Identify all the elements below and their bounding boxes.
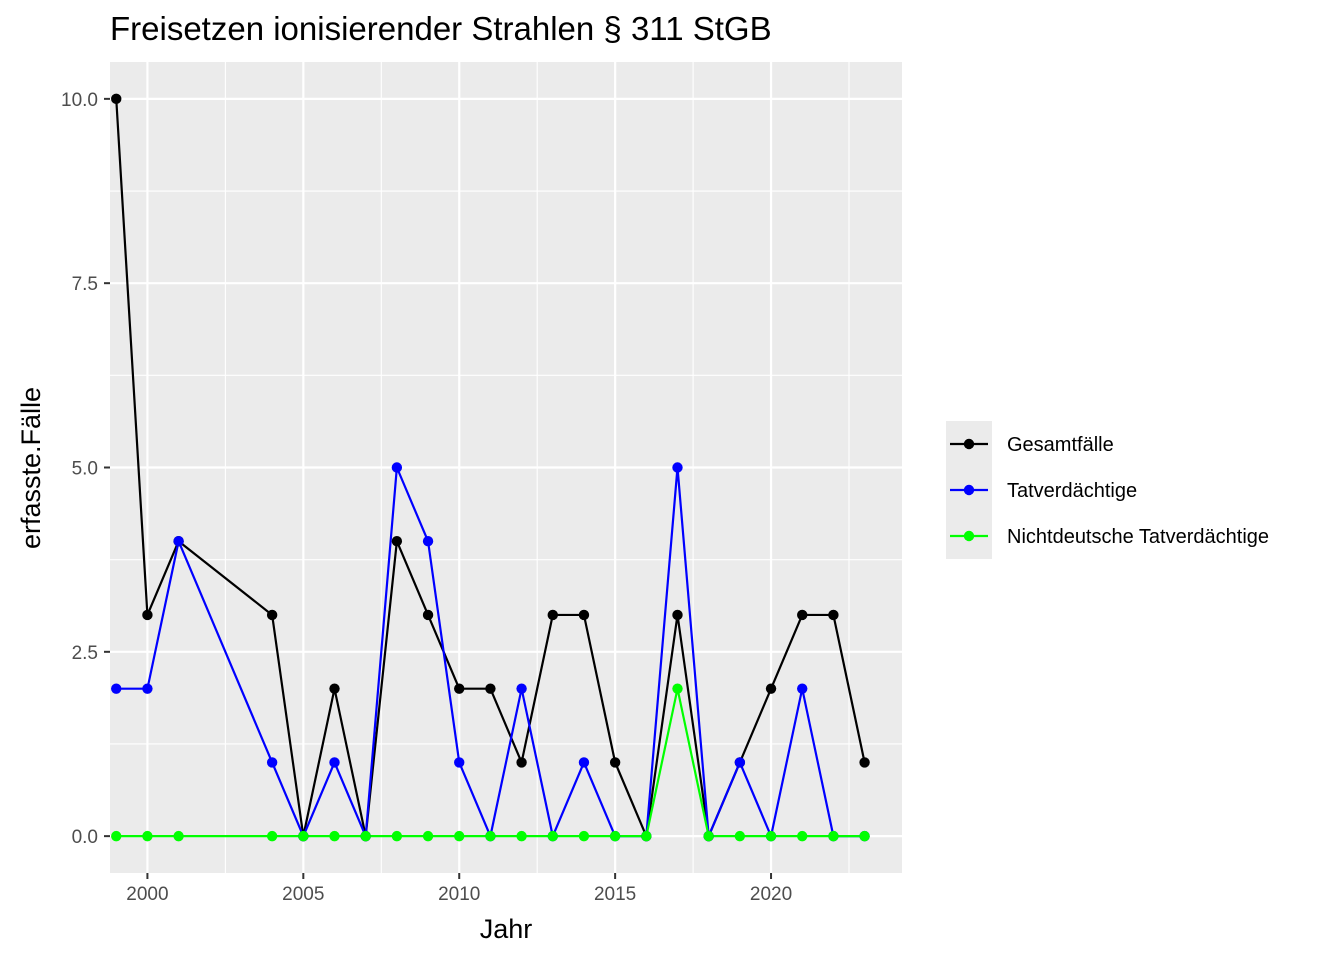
data-point bbox=[703, 830, 714, 842]
data-point bbox=[422, 609, 434, 621]
data-point bbox=[797, 683, 808, 694]
data-point bbox=[765, 683, 777, 694]
data-point bbox=[266, 757, 278, 768]
x-tick-label: 2020 bbox=[750, 884, 792, 905]
data-point bbox=[578, 830, 590, 842]
data-point bbox=[797, 609, 808, 621]
data-point bbox=[329, 830, 340, 842]
x-tick-label: 2005 bbox=[282, 884, 324, 905]
data-point bbox=[828, 609, 839, 621]
data-point bbox=[672, 609, 683, 621]
data-point bbox=[391, 462, 403, 473]
data-point bbox=[173, 830, 184, 842]
data-point bbox=[360, 830, 371, 842]
chart-title: Freisetzen ionisierender Strahlen § 311 … bbox=[110, 10, 772, 47]
data-point bbox=[516, 757, 527, 768]
data-point bbox=[516, 830, 527, 842]
data-point bbox=[609, 757, 621, 768]
data-point bbox=[329, 683, 340, 694]
data-point bbox=[765, 830, 777, 842]
data-point bbox=[516, 683, 527, 694]
x-tick-label: 2000 bbox=[126, 884, 168, 905]
data-point bbox=[672, 683, 683, 694]
data-point bbox=[859, 757, 870, 768]
data-point bbox=[298, 830, 309, 842]
y-tick-label: 5.0 bbox=[72, 459, 98, 480]
data-point bbox=[422, 536, 434, 547]
legend-label: Gesamtfälle bbox=[1007, 434, 1114, 456]
x-axis: 2000 2005 2010 2015 2020 bbox=[126, 873, 792, 905]
x-tick-label: 2010 bbox=[438, 884, 480, 905]
data-point bbox=[734, 830, 746, 842]
data-point bbox=[609, 830, 621, 842]
legend-key-point bbox=[963, 530, 975, 542]
y-axis-title: erfasste.Fälle bbox=[16, 387, 46, 549]
legend-label: Nichtdeutsche Tatverdächtige bbox=[1007, 526, 1269, 548]
data-point bbox=[734, 757, 746, 768]
data-point bbox=[485, 683, 496, 694]
y-tick-label: 0.0 bbox=[72, 827, 98, 848]
y-axis: 0.0 2.5 5.0 7.5 10.0 bbox=[61, 90, 110, 848]
data-point bbox=[859, 830, 870, 842]
data-point bbox=[454, 830, 465, 842]
data-point bbox=[485, 830, 496, 842]
data-point bbox=[547, 609, 558, 621]
data-point bbox=[142, 609, 153, 621]
data-point bbox=[111, 93, 122, 105]
data-point bbox=[173, 536, 184, 547]
data-point bbox=[454, 683, 465, 694]
data-point bbox=[828, 830, 839, 842]
data-point bbox=[672, 462, 683, 473]
series-layer bbox=[111, 93, 870, 842]
legend-label: Tatverdächtige bbox=[1007, 480, 1137, 502]
data-point bbox=[266, 609, 278, 621]
data-point bbox=[454, 757, 465, 768]
data-point bbox=[422, 830, 434, 842]
y-tick-label: 10.0 bbox=[61, 90, 98, 111]
data-point bbox=[797, 830, 808, 842]
legend-key-point bbox=[963, 438, 975, 450]
legend: Gesamtfälle Tatverdächtige Nichtdeutsche T… bbox=[946, 421, 1269, 559]
legend-key-point bbox=[963, 484, 975, 496]
data-point bbox=[578, 757, 590, 768]
data-point bbox=[547, 830, 558, 842]
data-point bbox=[266, 830, 278, 842]
data-point bbox=[641, 830, 652, 842]
y-tick-label: 2.5 bbox=[72, 643, 98, 664]
x-axis-title: Jahr bbox=[480, 914, 533, 944]
data-point bbox=[142, 830, 153, 842]
data-point bbox=[391, 830, 403, 842]
data-point bbox=[391, 536, 403, 547]
y-tick-label: 7.5 bbox=[72, 274, 98, 295]
data-point bbox=[111, 683, 122, 694]
data-point bbox=[329, 757, 340, 768]
data-point bbox=[578, 609, 590, 621]
data-point bbox=[142, 683, 153, 694]
data-point bbox=[111, 830, 122, 842]
x-tick-label: 2015 bbox=[594, 884, 636, 905]
